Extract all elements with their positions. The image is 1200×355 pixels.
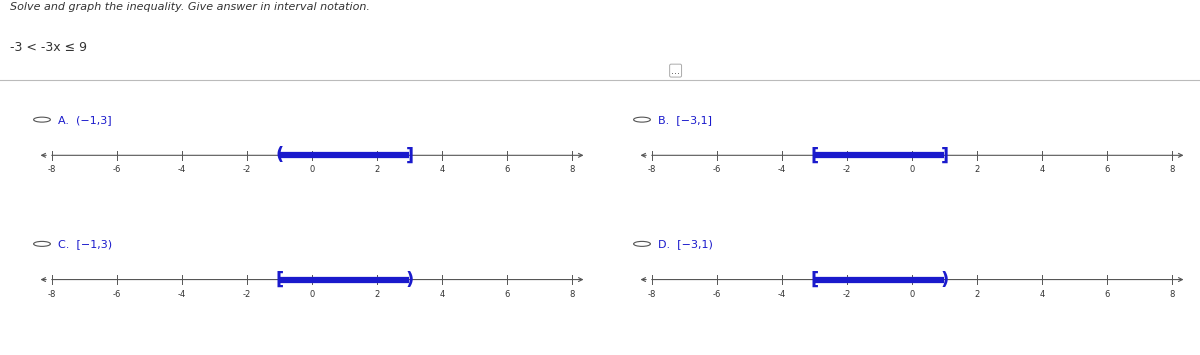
Text: -8: -8	[648, 165, 656, 174]
Text: 8: 8	[569, 290, 575, 299]
Text: -4: -4	[178, 165, 186, 174]
Text: -2: -2	[842, 165, 851, 174]
Text: 6: 6	[504, 290, 510, 299]
Text: -6: -6	[713, 165, 721, 174]
Text: -4: -4	[178, 290, 186, 299]
Text: (: (	[276, 146, 283, 164]
Text: -8: -8	[48, 165, 56, 174]
Text: 4: 4	[1039, 165, 1044, 174]
Text: ]: ]	[406, 146, 414, 164]
Text: 2: 2	[374, 165, 379, 174]
Text: -4: -4	[778, 290, 786, 299]
Text: Solve and graph the inequality. Give answer in interval notation.: Solve and graph the inequality. Give ans…	[10, 2, 370, 12]
Text: [: [	[276, 271, 283, 289]
Text: A.  (−1,3]: A. (−1,3]	[58, 115, 112, 125]
Text: 2: 2	[374, 290, 379, 299]
Text: ...: ...	[671, 66, 680, 76]
Text: C.  [−1,3): C. [−1,3)	[58, 239, 112, 249]
Text: [: [	[810, 271, 818, 289]
Text: -2: -2	[842, 290, 851, 299]
Text: B.  [−3,1]: B. [−3,1]	[658, 115, 712, 125]
Text: -6: -6	[713, 290, 721, 299]
Text: 8: 8	[1169, 165, 1175, 174]
Text: 8: 8	[569, 165, 575, 174]
Text: -2: -2	[242, 165, 251, 174]
Text: 0: 0	[310, 165, 314, 174]
Text: 2: 2	[974, 290, 979, 299]
Text: 6: 6	[1104, 290, 1110, 299]
Text: D.  [−3,1): D. [−3,1)	[658, 239, 713, 249]
Text: 0: 0	[910, 165, 914, 174]
Text: -3 < -3x ≤ 9: -3 < -3x ≤ 9	[10, 41, 86, 54]
Text: 0: 0	[910, 290, 914, 299]
Text: 4: 4	[439, 290, 444, 299]
Text: -6: -6	[113, 290, 121, 299]
Text: 4: 4	[1039, 290, 1044, 299]
Text: -2: -2	[242, 290, 251, 299]
Text: 6: 6	[1104, 165, 1110, 174]
Text: 0: 0	[310, 290, 314, 299]
Text: -8: -8	[48, 290, 56, 299]
Text: 6: 6	[504, 165, 510, 174]
Text: ): )	[941, 271, 948, 289]
Text: 8: 8	[1169, 290, 1175, 299]
Text: -6: -6	[113, 165, 121, 174]
Text: -4: -4	[778, 165, 786, 174]
Text: 4: 4	[439, 165, 444, 174]
Text: ): )	[406, 271, 414, 289]
Text: -8: -8	[648, 290, 656, 299]
Text: [: [	[810, 146, 818, 164]
Text: 2: 2	[974, 165, 979, 174]
Text: ]: ]	[941, 146, 948, 164]
